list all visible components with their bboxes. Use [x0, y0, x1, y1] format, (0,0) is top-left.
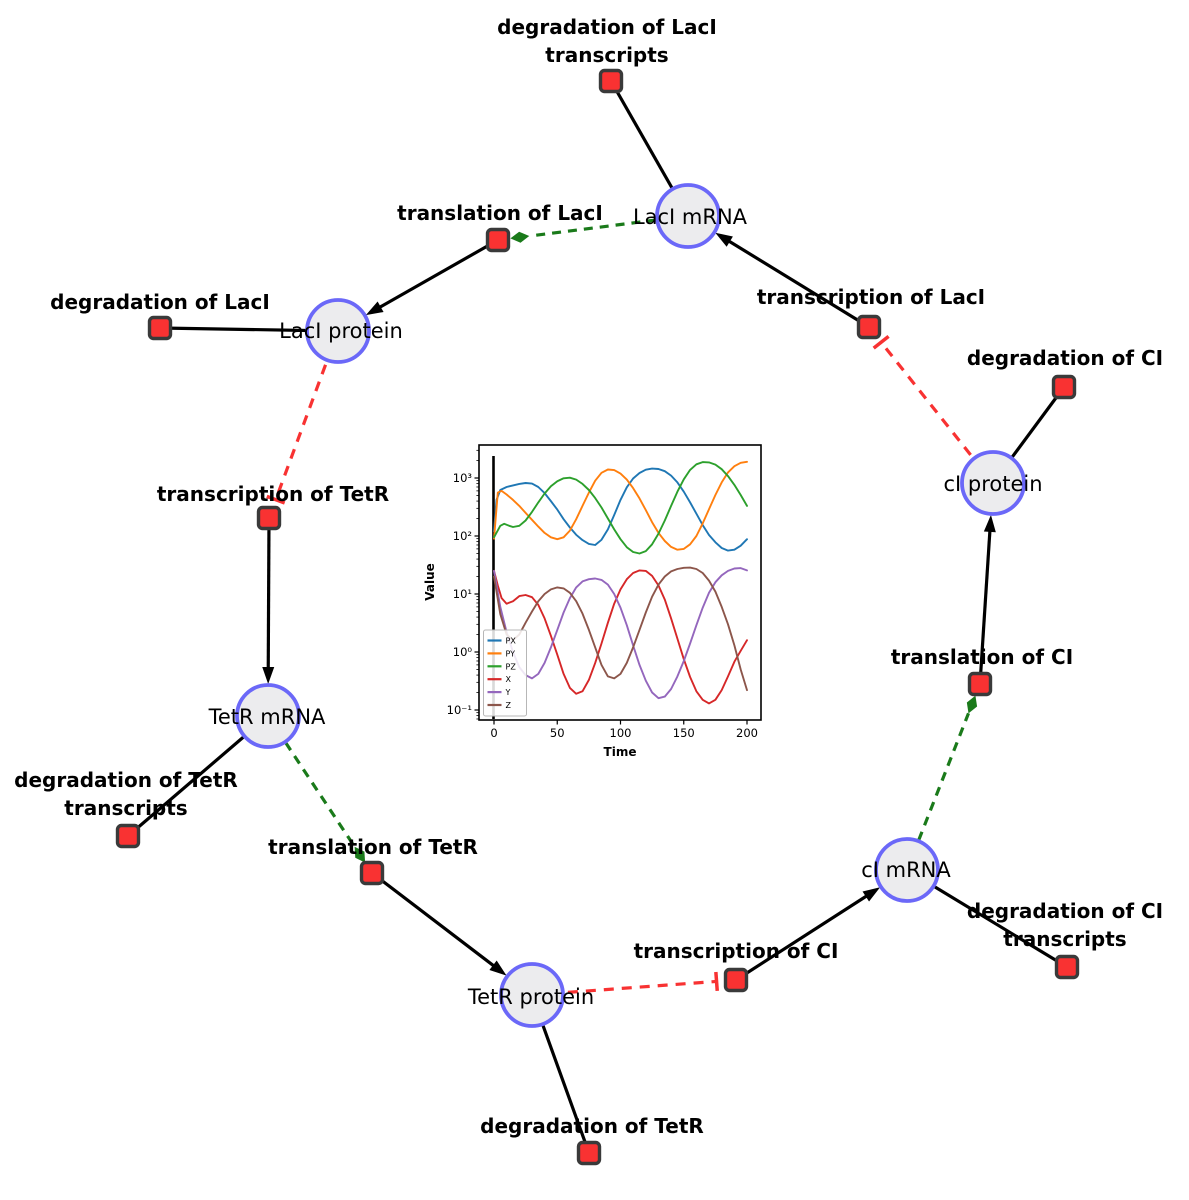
- edge-catalysis-tetr-mrna-to-translation-of-tetr: [266, 715, 356, 848]
- arrowhead: [862, 887, 881, 902]
- edge-production-transcription-of-laci-to-laci-mrna: [723, 237, 870, 329]
- reactions-layer: degradation of LacI transcripts translatio…: [14, 15, 1163, 1166]
- edge-production-translation-of-tetr-to-tetr-protein: [371, 871, 499, 971]
- edge-inhibition-ci-protein-to-transcription-of-laci: [879, 341, 995, 484]
- reaction-node-degradation-of-tetr-transcripts[interactable]: [115, 823, 141, 849]
- edges-layer: [126, 80, 1068, 1154]
- edge-inhibition-tetr-protein-to-transcription-of-ci: [531, 979, 717, 997]
- reaction-label-degradation-of-laci-transcripts: transcripts: [545, 43, 668, 67]
- reaction-node-translation-of-laci[interactable]: [485, 227, 511, 253]
- reaction-node-degradation-of-laci-transcripts[interactable]: [598, 68, 624, 94]
- inhibition-tbar: [872, 334, 890, 350]
- reaction-label-transcription-of-laci: transcription of LacI: [757, 285, 985, 309]
- reaction-label-degradation-of-tetr-transcripts: transcripts: [64, 796, 187, 820]
- reaction-label-degradation-of-laci-transcripts: degradation of LacI: [497, 15, 717, 39]
- reaction-label-transcription-of-ci: transcription of CI: [634, 939, 839, 963]
- x-axis-tick-label: 200: [736, 726, 758, 740]
- edge-inhibition-laci-protein-to-transcription-of-tetr: [274, 330, 340, 501]
- reaction-label-degradation-of-tetr: degradation of TetR: [480, 1114, 704, 1138]
- chart-line-X: [493, 569, 748, 705]
- legend-label-X: X: [506, 675, 512, 684]
- species-label-ci-protein: cI protein: [943, 472, 1042, 496]
- species-node-tetr-mrna[interactable]: [235, 683, 301, 749]
- chart-line-PZ: [493, 461, 748, 555]
- species-node-laci-mrna[interactable]: [655, 183, 721, 249]
- reaction-node-degradation-of-tetr[interactable]: [576, 1140, 602, 1166]
- edge-catalysis-ci-mrna-to-translation-of-ci: [905, 712, 970, 871]
- reaction-label-translation-of-laci: translation of LacI: [397, 201, 603, 225]
- reaction-label-degradation-of-tetr-transcripts: degradation of TetR: [14, 768, 238, 792]
- arrowhead: [262, 666, 275, 685]
- species-node-laci-protein[interactable]: [305, 298, 371, 364]
- chart-line-Y: [493, 567, 748, 700]
- species-node-tetr-protein[interactable]: [499, 962, 565, 1028]
- edge-catalysis-laci-mrna-to-translation-of-laci: [529, 214, 689, 238]
- y-axis-tick-label: 10²: [453, 529, 472, 543]
- species-layer: LacI mRNA LacI protein TetR mRNA TetR prote…: [208, 183, 1043, 1028]
- species-label-tetr-mrna: TetR mRNA: [208, 705, 326, 729]
- reaction-node-degradation-of-ci-transcripts[interactable]: [1054, 954, 1080, 980]
- reaction-label-transcription-of-tetr: transcription of TetR: [157, 482, 389, 506]
- edge-production-transcription-of-ci-to-ci-mrna: [735, 891, 872, 982]
- chart-line-PY: [493, 460, 748, 551]
- arrowhead: [365, 301, 384, 316]
- species-node-ci-protein[interactable]: [960, 450, 1026, 516]
- legend-label-Y: Y: [505, 688, 511, 697]
- legend-label-PX: PX: [506, 637, 517, 646]
- y-axis-tick-label: 10³: [453, 471, 473, 485]
- x-axis-tick-label: 0: [490, 726, 497, 740]
- reaction-node-transcription-of-tetr[interactable]: [256, 505, 282, 531]
- catalysis-diamond-arrowhead: [966, 695, 978, 714]
- chart-line-Z: [493, 566, 748, 692]
- x-axis-tick-label: 100: [610, 726, 632, 740]
- arrowhead: [715, 232, 733, 247]
- species-label-ci-mrna: cI mRNA: [861, 858, 951, 882]
- species-label-laci-protein: LacI protein: [279, 319, 403, 343]
- reaction-node-degradation-of-laci[interactable]: [147, 315, 173, 341]
- species-node-ci-mrna[interactable]: [874, 837, 940, 903]
- x-axis-tick-label: 150: [673, 726, 695, 740]
- arrowhead: [983, 514, 996, 533]
- reaction-node-translation-of-tetr[interactable]: [359, 860, 385, 886]
- reaction-node-translation-of-ci[interactable]: [967, 671, 993, 697]
- catalysis-diamond-arrowhead: [354, 846, 366, 863]
- reaction-label-degradation-of-ci: degradation of CI: [967, 346, 1163, 370]
- reaction-node-degradation-of-ci[interactable]: [1051, 374, 1077, 400]
- legend-label-PY: PY: [506, 649, 516, 658]
- reaction-label-translation-of-ci: translation of CI: [891, 645, 1073, 669]
- inhibition-tbar: [266, 494, 286, 505]
- reaction-label-degradation-of-laci: degradation of LacI: [50, 290, 270, 314]
- inhibition-tbar: [714, 971, 719, 992]
- chart-ylabel: Value: [423, 563, 437, 601]
- legend-label-PZ: PZ: [506, 662, 517, 671]
- species-label-tetr-protein: TetR protein: [467, 985, 594, 1009]
- legend-label-Z: Z: [506, 701, 512, 710]
- y-axis-tick-label: 10⁻¹: [447, 703, 472, 717]
- reaction-label-degradation-of-ci-transcripts: degradation of CI: [967, 899, 1163, 923]
- chart-xlabel: Time: [604, 745, 637, 759]
- reaction-node-transcription-of-laci[interactable]: [856, 314, 882, 340]
- edge-production-translation-of-laci-to-laci-protein: [374, 238, 499, 312]
- reaction-label-degradation-of-ci-transcripts: transcripts: [1003, 927, 1126, 951]
- chart-legend: PX PY PZ XYZ: [483, 629, 527, 717]
- edge-production-translation-of-ci-to-ci-protein: [978, 525, 992, 685]
- catalysis-diamond-arrowhead: [510, 231, 530, 243]
- reaction-node-transcription-of-ci[interactable]: [723, 967, 749, 993]
- species-label-laci-mrna: LacI mRNA: [633, 205, 748, 229]
- reaction-label-translation-of-tetr: translation of TetR: [268, 835, 478, 859]
- inset-chart: 0 50 100 150 20010⁻¹10⁰10¹10²10³TimeValuePXP…: [422, 432, 774, 764]
- arrowhead: [489, 960, 507, 976]
- x-axis-tick-label: 50: [550, 726, 565, 740]
- edge-production-transcription-of-tetr-to-tetr-mrna: [266, 517, 271, 674]
- y-axis-tick-label: 10¹: [453, 587, 472, 601]
- legend-box: [483, 629, 527, 717]
- chart-line-PX: [493, 467, 748, 552]
- y-axis-tick-label: 10⁰: [453, 645, 473, 659]
